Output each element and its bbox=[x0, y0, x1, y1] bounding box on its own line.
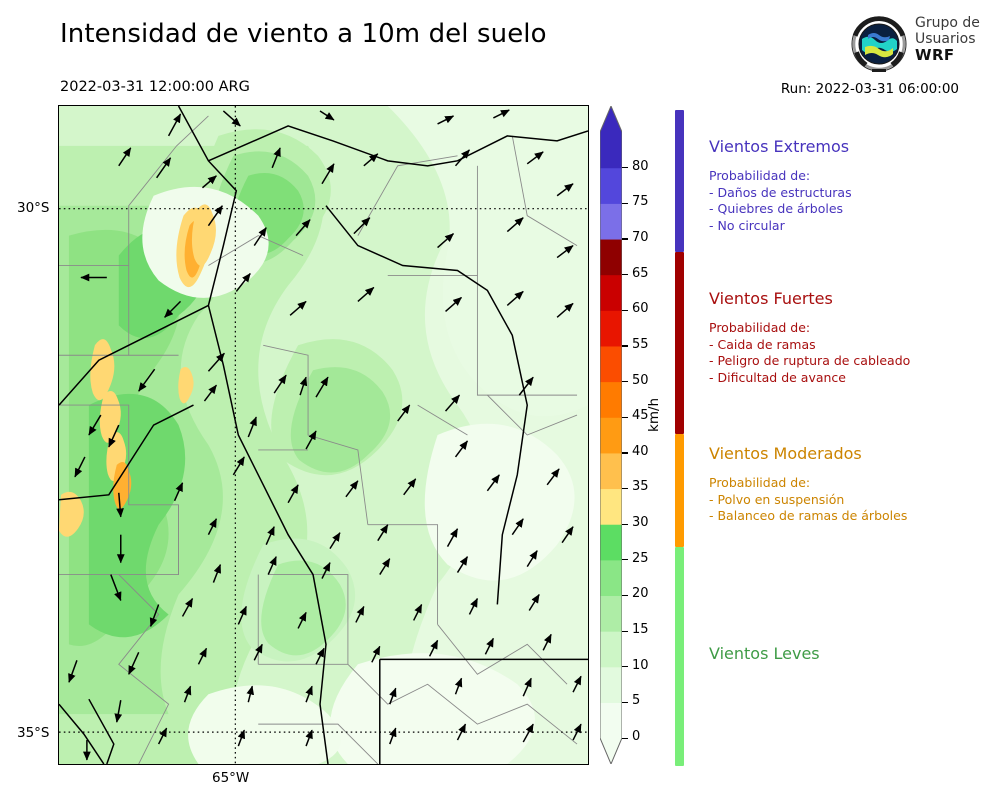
legend-section-line: - Peligro de ruptura de cableado bbox=[709, 353, 911, 369]
legend-section-title: Vientos Fuertes bbox=[709, 289, 833, 308]
lat-label-35s: 35°S bbox=[17, 725, 50, 741]
legend-section-title: Vientos Leves bbox=[709, 644, 820, 663]
legend-section-title: Vientos Moderados bbox=[709, 444, 862, 463]
logo-text: Grupo de Usuarios WRF bbox=[915, 15, 980, 64]
logo-line-2: Usuarios bbox=[915, 31, 976, 47]
legend-section-4: Vientos Leves bbox=[709, 644, 820, 675]
tick-label: 0 bbox=[632, 729, 641, 744]
legend-section-2: Vientos Fuertes Probabilidad de: - Caida d… bbox=[709, 289, 910, 386]
colorbar-gradient bbox=[600, 106, 622, 764]
tick-mark bbox=[622, 559, 628, 561]
tick-mark bbox=[622, 202, 628, 204]
legend-color-bar-3 bbox=[675, 434, 684, 547]
country-borders bbox=[59, 106, 588, 764]
tick-mark bbox=[622, 452, 628, 454]
tick-mark bbox=[622, 167, 628, 169]
legend-section-line: - Caida de ramas bbox=[709, 336, 816, 352]
tick-label: 65 bbox=[632, 265, 649, 281]
tick-mark bbox=[622, 381, 628, 383]
colorbar-ticks: 0 5 10 15 20 25 30 35 40 45 50 55 60 65 70 75 80 bbox=[622, 106, 662, 764]
tick-label: 80 bbox=[632, 158, 649, 174]
tick-mark bbox=[622, 737, 628, 739]
legend-section-line: - Daños de estructuras bbox=[709, 184, 852, 200]
legend-color-bar-2 bbox=[675, 252, 684, 434]
logo: Grupo de Usuarios WRF bbox=[848, 13, 998, 75]
tick-mark bbox=[622, 238, 628, 240]
lon-label-65w: 65°W bbox=[212, 770, 250, 786]
tick-label: 30 bbox=[632, 515, 649, 531]
wrf-seal-icon bbox=[851, 16, 907, 72]
tick-label: 70 bbox=[632, 229, 649, 245]
lat-label-30s: 30°S bbox=[17, 200, 50, 216]
logo-line-1: Grupo de bbox=[915, 15, 980, 31]
colorbar bbox=[600, 106, 622, 764]
tick-mark bbox=[622, 345, 628, 347]
legend-color-bar-1 bbox=[675, 110, 684, 252]
legend-section-line: Probabilidad de: bbox=[709, 168, 811, 183]
wind-vectors bbox=[68, 109, 582, 761]
tick-mark bbox=[622, 487, 628, 490]
tick-label: 60 bbox=[632, 301, 649, 317]
legend-section-title: Vientos Extremos bbox=[709, 137, 850, 156]
wind-map[interactable] bbox=[58, 105, 589, 765]
legend-section-line: - Polvo en suspensión bbox=[709, 491, 845, 507]
legend-color-bar-4 bbox=[675, 547, 684, 766]
legend-section-1: Vientos Extremos Probabilidad de: - Daños … bbox=[709, 137, 852, 234]
tick-mark bbox=[622, 523, 628, 525]
logo-line-3: WRF bbox=[915, 46, 955, 64]
tick-label: 15 bbox=[632, 622, 649, 638]
tick-label: 50 bbox=[632, 372, 649, 388]
legend-section-line: - Balanceo de ramas de árboles bbox=[709, 508, 908, 524]
tick-label: 35 bbox=[632, 479, 649, 495]
tick-label: 75 bbox=[632, 194, 649, 210]
tick-label: 40 bbox=[632, 443, 649, 459]
wind-field-plot bbox=[59, 106, 588, 764]
wind-category-legend: Vientos Extremos Probabilidad de: - Daños … bbox=[675, 106, 995, 766]
model-run-label: Run: 2022-03-31 06:00:00 bbox=[780, 81, 959, 97]
legend-section-line: - Dificultad de avance bbox=[709, 369, 846, 385]
tick-mark bbox=[622, 309, 628, 311]
legend-section-line: - No circular bbox=[709, 217, 785, 233]
tick-label: 10 bbox=[632, 657, 649, 673]
tick-label: 55 bbox=[632, 336, 649, 352]
tick-mark bbox=[622, 416, 628, 418]
tick-mark bbox=[622, 630, 628, 632]
legend-section-line: Probabilidad de: bbox=[709, 320, 811, 335]
tick-mark bbox=[622, 594, 628, 597]
colorbar-unit-label: km/h bbox=[646, 397, 662, 432]
tick-label: 45 bbox=[632, 408, 649, 424]
tick-mark bbox=[622, 274, 628, 276]
tick-label: 20 bbox=[632, 586, 649, 602]
legend-section-3: Vientos Moderados Probabilidad de: - Polvo… bbox=[709, 444, 907, 525]
tick-label: 25 bbox=[632, 550, 649, 566]
tick-label: 5 bbox=[632, 693, 641, 709]
page-title: Intensidad de viento a 10m del suelo bbox=[60, 19, 547, 49]
legend-section-line: - Quiebres de árboles bbox=[709, 201, 844, 217]
graticule bbox=[59, 106, 588, 764]
legend-section-line: Probabilidad de: bbox=[709, 475, 811, 490]
valid-time-label: 2022-03-31 12:00:00 ARG bbox=[60, 79, 250, 95]
tick-mark bbox=[622, 666, 628, 668]
tick-mark bbox=[622, 701, 628, 704]
